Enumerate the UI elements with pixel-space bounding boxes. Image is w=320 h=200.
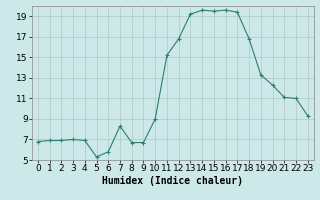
X-axis label: Humidex (Indice chaleur): Humidex (Indice chaleur): [102, 176, 243, 186]
